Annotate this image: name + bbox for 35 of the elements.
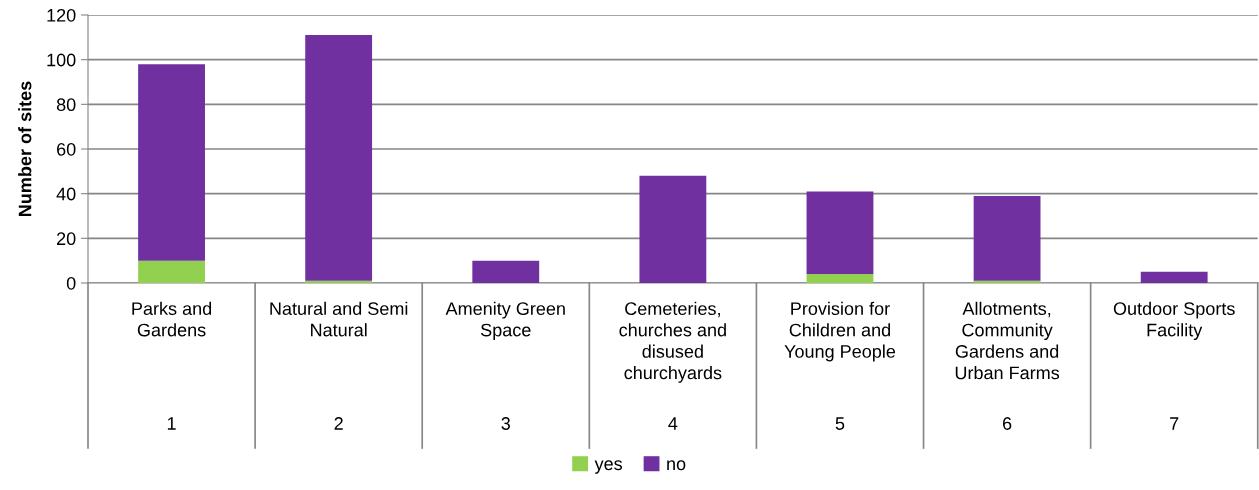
bar (305, 35, 373, 281)
bar (1140, 271, 1208, 283)
bar (806, 191, 874, 275)
y-axis-title: Number of sites (18, 81, 32, 217)
text: 7 (1170, 417, 1179, 430)
legend-label: no (667, 460, 686, 471)
bar (973, 280, 1041, 283)
y-tick-label: 60 (57, 142, 76, 156)
y-tick-label: 100 (47, 53, 76, 67)
bar (806, 274, 874, 283)
x-tick-label: Provision for Children and Young People (784, 301, 896, 362)
x-tick-label: Amenity Green Space (445, 301, 565, 340)
bar (639, 175, 707, 283)
text: 3 (501, 417, 510, 430)
x-tick-label: Outdoor Sports Facility (1113, 301, 1235, 340)
y-tick-label: 0 (66, 276, 76, 290)
bar (973, 195, 1041, 281)
text: 4 (668, 417, 678, 430)
legend-label: yes (594, 460, 623, 474)
text: 6 (1002, 417, 1012, 430)
bar (305, 280, 373, 283)
bar (472, 260, 540, 283)
text: 1 (167, 417, 176, 430)
y-tick-label: 40 (56, 187, 76, 201)
y-tick-label: 20 (57, 232, 76, 246)
x-tick-label: Cemeteries, churches and disused churchyards (619, 301, 726, 383)
text: 5 (835, 417, 845, 430)
x-tick-label: Allotments, Community Gardens and Urban Farms (955, 301, 1060, 380)
x-tick-label: Parks and Gardens (132, 301, 212, 337)
bar (138, 64, 205, 261)
y-tick-label: 120 (47, 8, 76, 22)
text: 2 (334, 417, 343, 430)
x-tick-label: Natural and Semi Natural (270, 301, 408, 337)
y-tick-label: 80 (56, 98, 76, 112)
bar (138, 260, 205, 283)
